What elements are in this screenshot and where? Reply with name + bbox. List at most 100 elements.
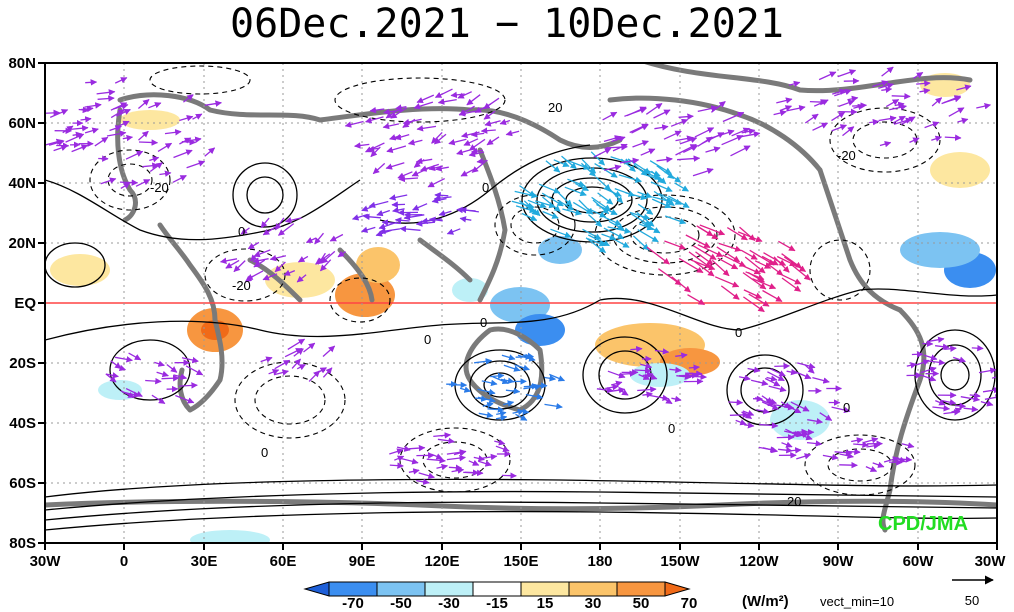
- colorbar-tick: 15: [537, 595, 554, 612]
- flux-arrow: [322, 345, 336, 357]
- flux-arrow: [389, 462, 404, 469]
- flux-arrow: [694, 127, 715, 138]
- flux-arrow: [511, 200, 535, 209]
- flux-arrow: [943, 96, 962, 104]
- flux-arrow: [470, 147, 483, 155]
- contour-label: 0: [668, 421, 675, 436]
- flux-arrow: [460, 168, 475, 177]
- flux-arrow: [273, 369, 289, 376]
- flux-arrow: [853, 441, 869, 448]
- flux-arrow: [603, 135, 622, 143]
- flux-arrow: [274, 217, 285, 231]
- flux-arrow: [368, 200, 389, 209]
- flux-arrow: [416, 478, 430, 486]
- flux-arrow: [650, 181, 673, 192]
- flux-arrow: [480, 127, 496, 134]
- flux-arrow: [314, 232, 325, 245]
- reference-vector-label: 50: [965, 593, 979, 608]
- flux-arrow: [80, 116, 92, 123]
- flux-arrow: [585, 237, 607, 254]
- contour-label: -20: [232, 278, 251, 293]
- map-title: 06Dec.2021 − 10Dec.2021: [230, 1, 784, 47]
- flux-arrow: [173, 149, 193, 159]
- flux-arrow: [574, 182, 589, 192]
- flux-arrow: [653, 190, 675, 207]
- flux-arrow: [658, 192, 682, 205]
- flux-arrow: [159, 170, 172, 177]
- flux-arrow: [185, 365, 204, 376]
- flux-arrow: [557, 199, 575, 211]
- flux-arrow: [394, 217, 410, 224]
- flux-arrow: [837, 69, 857, 78]
- flux-arrow: [912, 71, 924, 79]
- flux-arrow: [682, 372, 699, 379]
- flux-arrow: [397, 171, 413, 179]
- flux-arrow: [268, 369, 280, 376]
- flux-arrow: [922, 340, 934, 347]
- flux-arrow: [881, 66, 894, 77]
- lon-axis: 30W 0 30E 60E 90E 120E 150E 180 150W 120…: [30, 543, 1006, 570]
- flux-arrow: [204, 147, 216, 157]
- flux-arrow: [601, 233, 617, 241]
- flux-arrow: [619, 157, 640, 165]
- flux-arrow: [471, 161, 486, 173]
- flux-arrow: [796, 453, 812, 460]
- flux-arrow: [178, 382, 198, 389]
- flux-arrow: [418, 472, 435, 479]
- flux-arrow: [385, 162, 405, 170]
- flux-arrow: [722, 254, 746, 267]
- flux-arrow: [862, 437, 879, 444]
- flux-arrow: [119, 179, 139, 186]
- flux-arrow: [838, 99, 855, 108]
- flux-arrow: [806, 440, 823, 447]
- contour-label: 0: [843, 400, 850, 415]
- flux-arrow: [763, 252, 787, 266]
- flux-arrow: [49, 109, 69, 118]
- flux-arrow: [183, 94, 194, 103]
- flux-arrow: [948, 107, 965, 117]
- flux-arrow: [679, 136, 698, 145]
- flux-arrow: [952, 356, 967, 363]
- flux-arrow: [262, 273, 278, 281]
- flux-arrow: [114, 77, 128, 84]
- flux-arrow: [749, 249, 775, 266]
- flux-arrow: [780, 401, 791, 409]
- flux-arrow: [253, 259, 266, 268]
- flux-arrow: [852, 102, 868, 109]
- flux-arrow: [149, 156, 160, 163]
- flux-arrow: [597, 192, 614, 205]
- flux-arrow: [433, 432, 452, 439]
- credit-label: CPD/JMA: [878, 513, 968, 535]
- flux-arrow: [663, 130, 682, 140]
- flux-arrow: [674, 182, 689, 192]
- flux-arrow: [437, 437, 455, 445]
- flux-arrow: [812, 376, 830, 384]
- flux-arrow: [436, 463, 449, 471]
- flux-arrow: [500, 377, 515, 384]
- flux-arrow: [505, 129, 520, 137]
- flux-arrow: [832, 88, 847, 95]
- flux-arrow: [669, 366, 682, 374]
- flux-arrow: [640, 148, 656, 156]
- colorbar-swatch: [616, 581, 666, 597]
- lon-label: 120W: [739, 553, 779, 570]
- flux-arrow: [768, 385, 787, 393]
- flux-arrow: [812, 122, 829, 131]
- flux-arrow: [711, 100, 726, 113]
- flux-arrow: [390, 107, 408, 119]
- flux-arrow: [408, 468, 420, 475]
- flux-arrow: [935, 343, 950, 350]
- flux-arrow: [793, 428, 809, 436]
- flux-arrow: [105, 373, 117, 383]
- flux-arrow: [885, 99, 900, 108]
- flux-arrow: [291, 358, 301, 369]
- flux-arrow: [515, 205, 537, 214]
- flux-arrow: [474, 358, 493, 365]
- flux-arrow: [545, 160, 561, 173]
- flux-arrow: [765, 398, 778, 405]
- flux-arrow: [503, 400, 515, 407]
- flux-arrow: [744, 256, 766, 274]
- flux-arrow: [932, 405, 951, 412]
- flux-arrow: [186, 160, 206, 169]
- flux-arrow: [588, 214, 603, 227]
